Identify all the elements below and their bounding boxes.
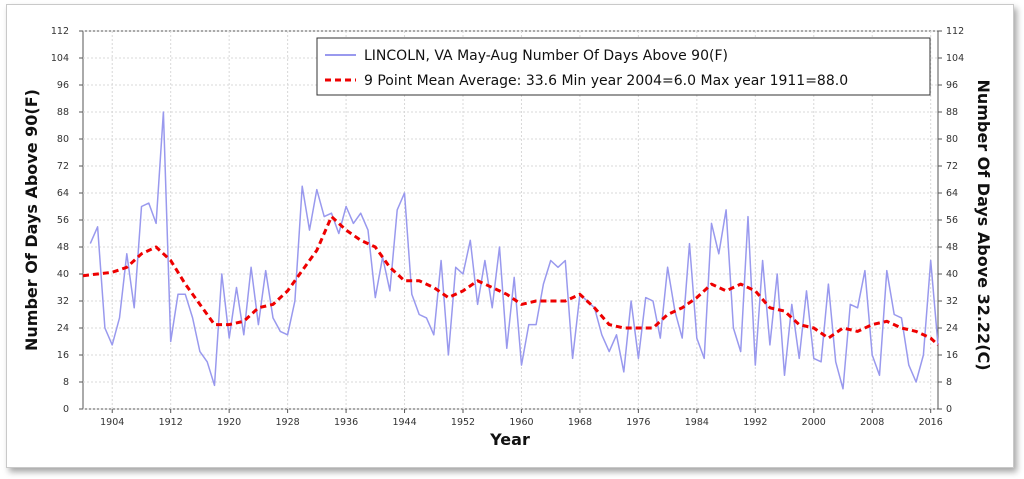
x-tick-label: 1952 (451, 417, 475, 428)
y-tick-label-left: 0 (63, 404, 69, 415)
x-tick-label: 1960 (509, 417, 533, 428)
x-tick-label: 1992 (743, 417, 767, 428)
series-line-observed (89, 111, 939, 390)
y-tick-label-right: 112 (946, 26, 964, 37)
x-tick-label: 1936 (334, 417, 358, 428)
y-axis-right-label: Number Of Days Above 32.22(C) (974, 79, 993, 370)
legend-label-mean: 9 Point Mean Average: 33.6 Min year 2004… (364, 73, 848, 89)
x-tick-label: 2000 (802, 417, 826, 428)
x-tick-label: 1976 (626, 417, 650, 428)
y-tick-label-left: 104 (51, 53, 69, 64)
series-line-9pt-mean (82, 215, 940, 346)
x-tick-label: 2016 (919, 417, 943, 428)
y-tick-label-left: 72 (57, 161, 69, 172)
y-tick-label-left: 8 (63, 377, 69, 388)
y-tick-label-right: 56 (946, 215, 958, 226)
y-tick-label-right: 104 (946, 53, 964, 64)
y-tick-label-left: 40 (57, 269, 69, 280)
x-tick-label: 1912 (159, 417, 183, 428)
y-axis-left-label: Number Of Days Above 90(F) (22, 89, 41, 351)
legend-label-observed: LINCOLN, VA May-Aug Number Of Days Above… (364, 48, 728, 64)
y-tick-label-right: 0 (946, 404, 952, 415)
x-tick-label: 1920 (217, 417, 241, 428)
y-tick-label-left: 112 (51, 26, 69, 37)
y-tick-label-right: 48 (946, 242, 958, 253)
y-tick-label-left: 80 (57, 134, 69, 145)
y-tick-label-right: 96 (946, 80, 958, 91)
series-layer (82, 111, 940, 390)
y-tick-label-right: 64 (946, 188, 958, 199)
x-tick-label: 1968 (568, 417, 592, 428)
y-tick-label-right: 40 (946, 269, 958, 280)
y-tick-label-left: 32 (57, 296, 69, 307)
y-tick-label-right: 16 (946, 350, 958, 361)
y-tick-label-right: 24 (946, 323, 958, 334)
y-tick-label-left: 96 (57, 80, 69, 91)
y-tick-label-left: 56 (57, 215, 69, 226)
y-tick-label-right: 88 (946, 107, 958, 118)
y-tick-label-right: 8 (946, 377, 952, 388)
y-tick-label-left: 48 (57, 242, 69, 253)
x-tick-label: 1928 (276, 417, 300, 428)
y-tick-label-left: 16 (57, 350, 69, 361)
y-tick-label-right: 32 (946, 296, 958, 307)
x-tick-label: 1904 (100, 417, 124, 428)
x-axis-label: Year (489, 430, 530, 449)
x-tick-label: 2008 (860, 417, 884, 428)
y-tick-label-right: 72 (946, 161, 958, 172)
y-tick-label-left: 88 (57, 107, 69, 118)
y-tick-label-left: 64 (57, 188, 69, 199)
legend: LINCOLN, VA May-Aug Number Of Days Above… (316, 37, 931, 96)
y-tick-label-right: 80 (946, 134, 958, 145)
x-tick-label: 1944 (392, 417, 416, 428)
legend-box (316, 37, 931, 96)
x-tick-label: 1984 (685, 417, 709, 428)
y-tick-label-left: 24 (57, 323, 69, 334)
